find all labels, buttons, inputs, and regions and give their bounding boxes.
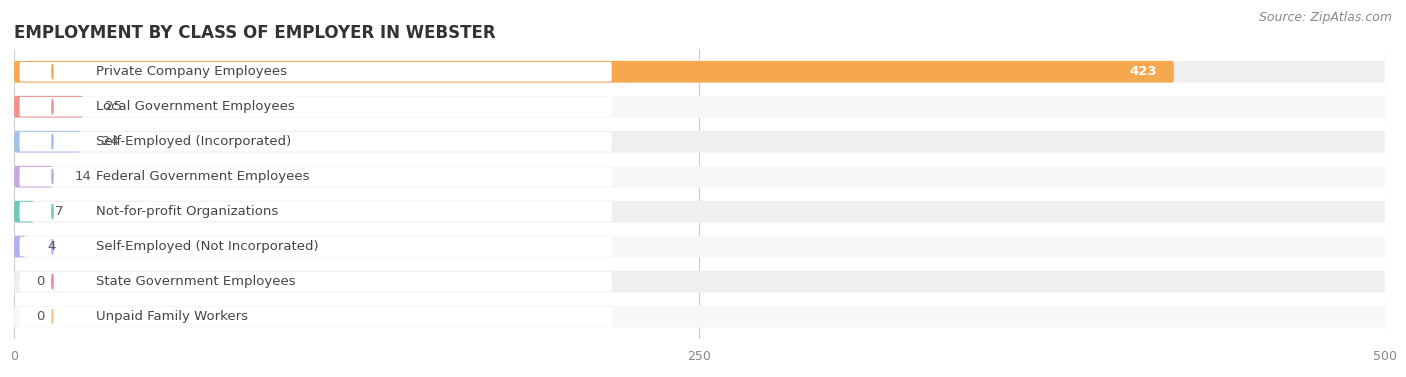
- FancyBboxPatch shape: [14, 61, 1174, 83]
- Text: Source: ZipAtlas.com: Source: ZipAtlas.com: [1258, 11, 1392, 24]
- Text: Self-Employed (Not Incorporated): Self-Employed (Not Incorporated): [96, 240, 319, 253]
- FancyBboxPatch shape: [14, 271, 1385, 293]
- FancyBboxPatch shape: [14, 96, 83, 118]
- FancyBboxPatch shape: [14, 131, 80, 153]
- Text: Unpaid Family Workers: Unpaid Family Workers: [96, 310, 249, 323]
- Text: 7: 7: [55, 205, 63, 218]
- Text: Not-for-profit Organizations: Not-for-profit Organizations: [96, 205, 278, 218]
- Text: Self-Employed (Incorporated): Self-Employed (Incorporated): [96, 135, 291, 148]
- Text: 4: 4: [46, 240, 55, 253]
- Text: Local Government Employees: Local Government Employees: [96, 100, 295, 113]
- FancyBboxPatch shape: [14, 236, 1385, 257]
- Text: EMPLOYMENT BY CLASS OF EMPLOYER IN WEBSTER: EMPLOYMENT BY CLASS OF EMPLOYER IN WEBST…: [14, 24, 496, 42]
- FancyBboxPatch shape: [14, 306, 1385, 327]
- FancyBboxPatch shape: [14, 236, 25, 257]
- Text: 0: 0: [37, 310, 45, 323]
- FancyBboxPatch shape: [14, 201, 34, 222]
- Text: Federal Government Employees: Federal Government Employees: [96, 170, 309, 183]
- FancyBboxPatch shape: [20, 62, 612, 81]
- FancyBboxPatch shape: [20, 307, 612, 326]
- FancyBboxPatch shape: [20, 167, 612, 187]
- FancyBboxPatch shape: [14, 96, 1385, 118]
- FancyBboxPatch shape: [14, 166, 1385, 187]
- FancyBboxPatch shape: [14, 61, 1385, 83]
- FancyBboxPatch shape: [20, 132, 612, 152]
- FancyBboxPatch shape: [20, 272, 612, 291]
- FancyBboxPatch shape: [20, 237, 612, 256]
- FancyBboxPatch shape: [20, 202, 612, 221]
- FancyBboxPatch shape: [20, 97, 612, 116]
- FancyBboxPatch shape: [14, 131, 1385, 153]
- Text: 0: 0: [37, 275, 45, 288]
- Text: 423: 423: [1130, 65, 1157, 78]
- FancyBboxPatch shape: [14, 201, 1385, 222]
- Text: 24: 24: [101, 135, 118, 148]
- Text: 25: 25: [104, 100, 121, 113]
- FancyBboxPatch shape: [14, 166, 52, 187]
- Text: 14: 14: [75, 170, 91, 183]
- Text: State Government Employees: State Government Employees: [96, 275, 295, 288]
- Text: Private Company Employees: Private Company Employees: [96, 65, 287, 78]
